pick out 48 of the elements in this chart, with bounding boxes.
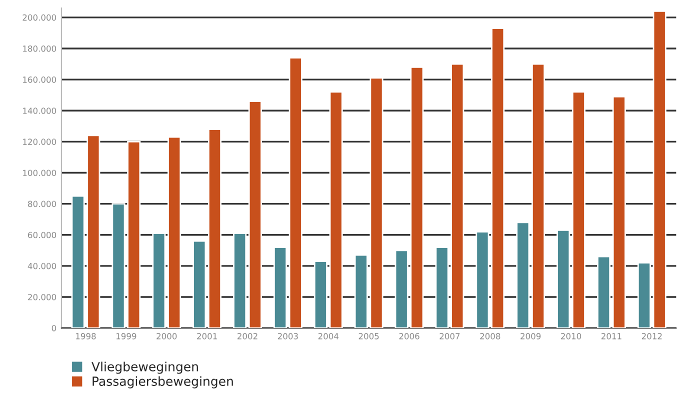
bar <box>273 246 288 328</box>
x-tick-label: 2004 <box>318 333 339 340</box>
bar <box>192 240 206 328</box>
bar <box>572 91 586 328</box>
bar <box>491 28 505 328</box>
y-tick-label: 40.000 <box>28 262 56 270</box>
x-tick-label: 2008 <box>480 333 500 340</box>
y-tick-label: 0 <box>52 325 56 332</box>
y-tick-label: 20.000 <box>28 294 56 300</box>
bar <box>532 63 546 328</box>
x-tick-label: 2007 <box>440 333 460 340</box>
legend-label: Vliegbewegingen <box>92 362 198 374</box>
bar <box>476 231 490 328</box>
bar <box>208 128 222 328</box>
bar <box>652 10 666 328</box>
x-tick-label: 2002 <box>238 333 258 340</box>
bar <box>612 96 626 328</box>
y-tick-label: 140.000 <box>23 108 56 114</box>
bar <box>556 230 570 328</box>
y-tick-label: 120.000 <box>23 138 56 145</box>
bar <box>152 232 166 328</box>
x-tick-label: 1999 <box>116 333 136 340</box>
bar <box>637 262 651 328</box>
x-tick-label: 2000 <box>156 333 177 340</box>
legend-label: Passagiersbewegingen <box>92 376 233 388</box>
bar <box>597 256 611 328</box>
bar <box>314 260 328 328</box>
bar <box>329 91 343 328</box>
x-tick-label: 2006 <box>399 333 420 340</box>
x-tick-label: 2010 <box>561 333 582 340</box>
y-tick-label: 180.000 <box>23 45 56 52</box>
bar <box>516 222 530 328</box>
x-tick-label: 1998 <box>76 333 96 340</box>
x-tick-label: 2001 <box>197 333 217 340</box>
y-tick-label: 80.000 <box>28 200 56 208</box>
bar <box>288 57 302 328</box>
x-tick-label: 2003 <box>278 333 298 340</box>
x-tick-label: 2011 <box>601 333 622 340</box>
x-tick-label: 2009 <box>520 333 541 340</box>
x-tick-label: 2005 <box>358 333 379 340</box>
bar <box>248 100 262 328</box>
y-tick-label: 60.000 <box>28 232 56 238</box>
y-tick-label: 200.000 <box>22 14 56 21</box>
x-tick-label: 2012 <box>642 333 662 340</box>
bar <box>168 136 182 328</box>
bar <box>233 232 247 328</box>
y-tick-label: 100.000 <box>23 170 56 176</box>
y-tick-label: 160.000 <box>23 76 56 83</box>
